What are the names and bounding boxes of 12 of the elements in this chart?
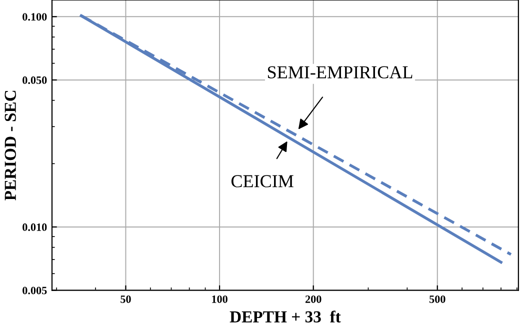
x-axis-title: DEPTH + 33 ft [230, 310, 341, 322]
x-tick-label: 100 [212, 295, 228, 303]
y-tick-label: 0.005 [22, 286, 47, 294]
annotation: SEMI-EMPIRICAL [268, 66, 412, 78]
y-tick-label: 0.050 [22, 76, 47, 84]
y-axis-title: PERIOD - SEC [4, 90, 16, 200]
x-tick-label: 50 [120, 295, 131, 303]
y-tick-label: 0.100 [22, 13, 47, 21]
x-tick-label: 500 [430, 295, 446, 303]
y-tick-label: 0.010 [22, 223, 47, 231]
x-tick-label: 200 [306, 295, 322, 303]
annotation: CEICIM [231, 175, 294, 188]
